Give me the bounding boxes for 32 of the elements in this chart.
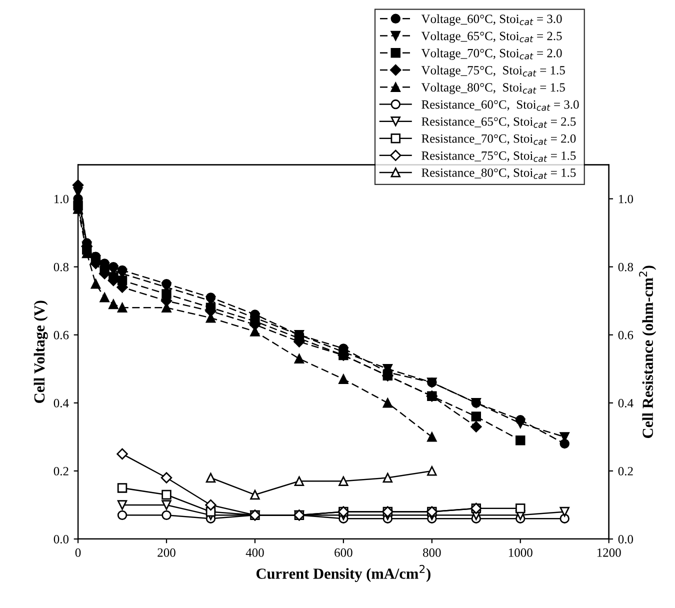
x-tick-label: 200	[158, 548, 176, 557]
y-tick-label: 0.6	[54, 330, 69, 340]
y-tick-label: 0.2	[54, 466, 68, 476]
y2-axis-title: Cell Resistance (ohm-cm$^{2}$)	[639, 266, 656, 438]
legend-label: Voltage_65°C, Stoi$_{cat}$ = 2.5	[421, 31, 562, 43]
legend-label: Resistance_60°C, Stoi$_{cat}$ = 3.0	[422, 100, 579, 111]
y2-tick-label: 0.4	[618, 398, 634, 408]
x-tick-label: 600	[334, 548, 352, 557]
legend-label: Voltage_60°C, Stoi$_{cat}$ = 3.0	[421, 14, 562, 26]
legend-label: Resistance_75°C, Stoi$_{cat}$ = 1.5	[422, 151, 576, 162]
x-tick-label: 800	[423, 548, 441, 557]
legend-label: Voltage_75°C, Stoi$_{cat}$ = 1.5	[421, 66, 565, 78]
x-axis-title: Current Density (mA/cm$^{2}$)	[256, 564, 430, 582]
y-tick-label: 0.8	[54, 262, 69, 272]
y2-tick-label: 1.0	[618, 194, 634, 204]
x-tick-label: 1200	[597, 548, 621, 557]
y2-tick-label: 0.8	[618, 262, 634, 272]
y2-tick-label: 0.6	[618, 330, 634, 340]
y2-tick-label: 0.2	[618, 466, 633, 476]
y2-tick-label: 0.0	[618, 535, 634, 544]
y-tick-label: 0.4	[54, 398, 69, 408]
legend-label: Resistance_80°C, Stoi$_{cat}$ = 1.5	[422, 168, 576, 179]
legend-label: Resistance_70°C, Stoi$_{cat}$ = 2.0	[422, 134, 576, 145]
legend-label: Resistance_65°C, Stoi$_{cat}$ = 2.5	[422, 117, 576, 128]
x-tick-label: 0	[75, 548, 81, 557]
x-tick-label: 400	[246, 548, 264, 557]
y-axis-title: Cell Voltage (V)	[34, 300, 48, 403]
legend-label: Voltage_80°C, Stoi$_{cat}$ = 1.5	[421, 82, 565, 94]
y-tick-label: 0.0	[54, 535, 69, 544]
legend-label: Voltage_70°C, Stoi$_{cat}$ = 2.0	[421, 48, 562, 60]
x-tick-label: 1000	[508, 548, 532, 557]
y-tick-label: 1.0	[54, 194, 69, 204]
